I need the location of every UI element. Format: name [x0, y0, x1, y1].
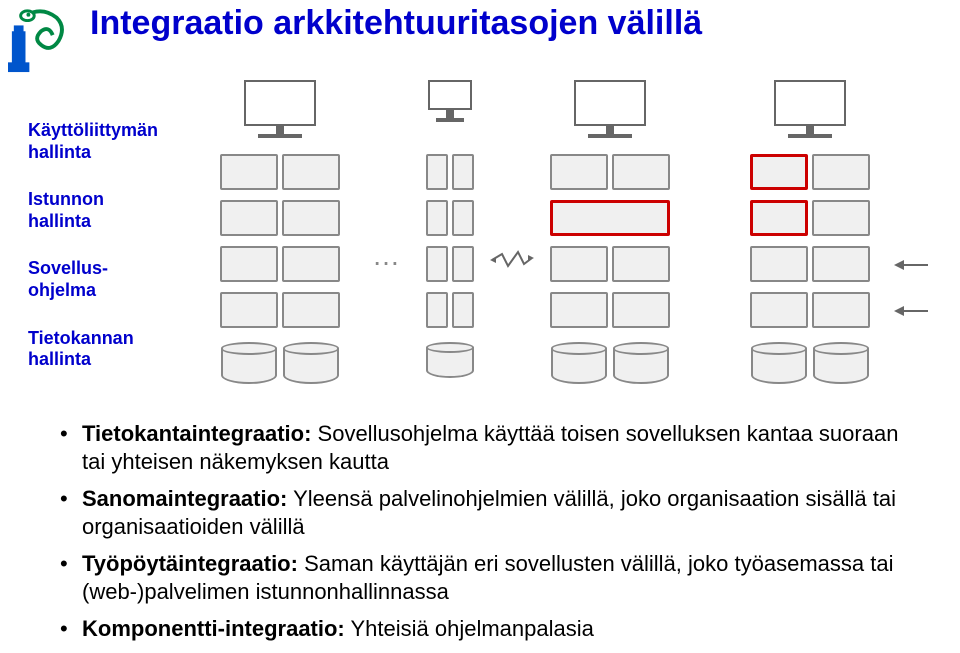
layer-box: [452, 292, 474, 328]
layer-box: [812, 200, 870, 236]
layer-box: [426, 200, 448, 236]
bullet-term: Tietokantaintegraatio:: [82, 421, 311, 446]
layer-row: [415, 292, 485, 328]
layer-box: [612, 292, 670, 328]
zigzag-connection-icon: [490, 250, 534, 270]
database-row: [415, 342, 485, 378]
diagram-column: [730, 80, 890, 410]
layer-box: [812, 246, 870, 282]
layer-box: [550, 292, 608, 328]
layer-box: [426, 154, 448, 190]
database-icon: [426, 342, 474, 378]
layer-box: [550, 154, 608, 190]
database-row: [530, 342, 690, 384]
layer-row: [730, 292, 890, 328]
bullet-term: Sanomaintegraatio:: [82, 486, 287, 511]
layer-row: [530, 246, 690, 282]
layer-box: [220, 246, 278, 282]
layer-row: [530, 154, 690, 190]
arrow-in-icon: [892, 258, 930, 272]
label-db: Tietokannanhallinta: [28, 328, 178, 371]
monitor-icon: [774, 80, 846, 138]
layer-box: [812, 292, 870, 328]
monitor-icon: [428, 80, 472, 122]
diagram-column: [200, 80, 360, 410]
layer-box: [452, 200, 474, 236]
layer-box: [282, 200, 340, 236]
layer-box: [750, 246, 808, 282]
layer-box: [550, 246, 608, 282]
layer-row: [530, 292, 690, 328]
monitor-icon: [244, 80, 316, 138]
layer-box: [812, 154, 870, 190]
bullet-item: Sanomaintegraatio: Yleensä palvelinohjel…: [60, 485, 920, 540]
database-icon: [221, 342, 277, 384]
layer-box: [282, 154, 340, 190]
ellipsis-icon: …: [372, 240, 404, 272]
layer-box: [750, 292, 808, 328]
database-row: [200, 342, 360, 384]
layer-box: [452, 154, 474, 190]
layer-row: [415, 200, 485, 236]
diagram-column: [530, 80, 690, 410]
bullet-list: Tietokantaintegraatio: Sovellusohjelma k…: [60, 420, 920, 653]
page-title: Integraatio arkkitehtuuritasojen välillä: [90, 4, 702, 43]
bullet-text: Yhteisiä ohjelmanpalasia: [345, 616, 594, 641]
layer-row: [530, 200, 690, 236]
arrow-in-icon: [892, 304, 930, 318]
layer-box-highlighted: [550, 200, 670, 236]
layer-box: [220, 154, 278, 190]
layer-row: [200, 154, 360, 190]
diagram-column: [415, 80, 485, 410]
layer-box-highlighted: [750, 154, 808, 190]
row-labels: Käyttöliittymänhallinta Istunnonhallinta…: [28, 120, 178, 397]
label-ui: Käyttöliittymänhallinta: [28, 120, 178, 163]
layer-row: [730, 200, 890, 236]
database-icon: [283, 342, 339, 384]
layer-box: [220, 292, 278, 328]
layer-row: [200, 292, 360, 328]
layer-box: [612, 246, 670, 282]
bullet-item: Komponentti-integraatio: Yhteisiä ohjelm…: [60, 615, 920, 643]
layer-row: [200, 200, 360, 236]
logo-icon: [8, 6, 76, 74]
bullet-term: Työpöytäintegraatio:: [82, 551, 298, 576]
label-session: Istunnonhallinta: [28, 189, 178, 232]
architecture-diagram: …: [200, 80, 940, 410]
database-icon: [551, 342, 607, 384]
layer-box: [282, 246, 340, 282]
layer-box: [282, 292, 340, 328]
layer-row: [730, 154, 890, 190]
layer-box-highlighted: [750, 200, 808, 236]
layer-box: [612, 154, 670, 190]
layer-box: [426, 292, 448, 328]
layer-row: [415, 154, 485, 190]
bullet-term: Komponentti-integraatio:: [82, 616, 345, 641]
layer-row: [415, 246, 485, 282]
database-icon: [751, 342, 807, 384]
database-row: [730, 342, 890, 384]
layer-box: [220, 200, 278, 236]
layer-row: [730, 246, 890, 282]
layer-row: [200, 246, 360, 282]
monitor-icon: [574, 80, 646, 138]
label-app: Sovellus-ohjelma: [28, 258, 178, 301]
layer-box: [452, 246, 474, 282]
database-icon: [613, 342, 669, 384]
database-icon: [813, 342, 869, 384]
bullet-item: Tietokantaintegraatio: Sovellusohjelma k…: [60, 420, 920, 475]
layer-box: [426, 246, 448, 282]
bullet-item: Työpöytäintegraatio: Saman käyttäjän eri…: [60, 550, 920, 605]
